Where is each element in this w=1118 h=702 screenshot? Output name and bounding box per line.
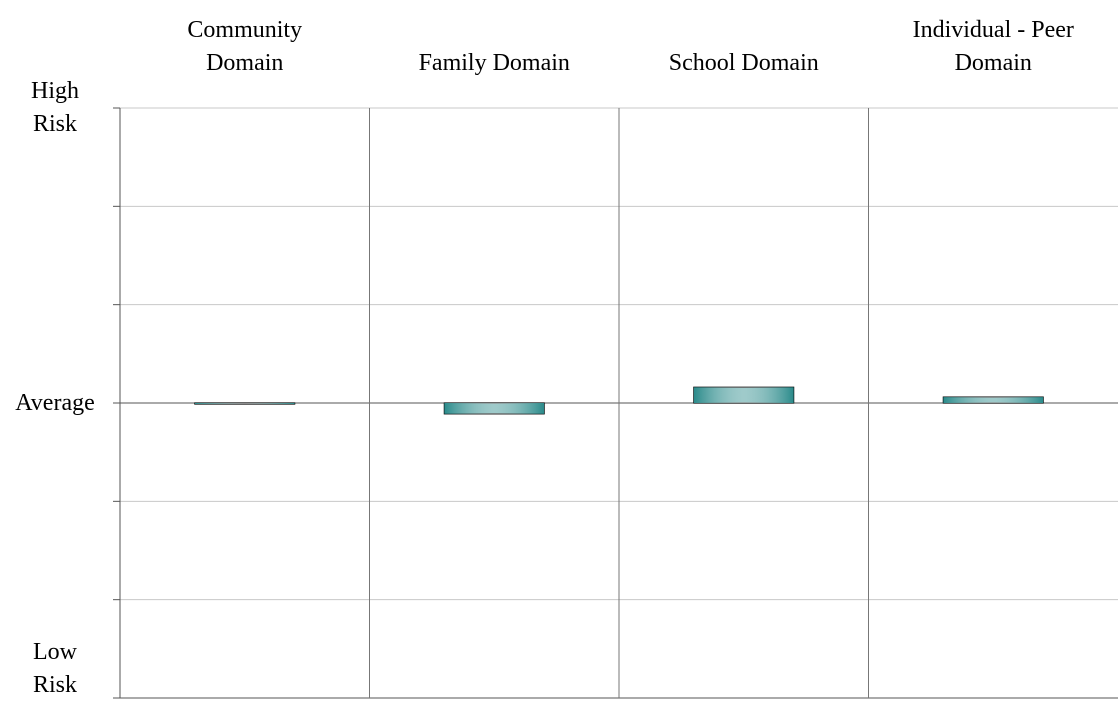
x-tick-label: School Domain [668,50,819,76]
x-tick-label: Community Domain [187,17,303,76]
y-tick-label: Low Risk [32,639,77,698]
bar-highlight [444,403,545,414]
x-tick-label: Individual - Peer Domain [912,17,1074,76]
bar-highlight [693,387,794,403]
x-tick-label: Family Domain [418,50,570,76]
bar-highlight [943,397,1044,403]
bar-highlight [194,403,295,404]
y-tick-label: High Risk [31,78,79,137]
y-tick-label: Average [15,389,95,416]
